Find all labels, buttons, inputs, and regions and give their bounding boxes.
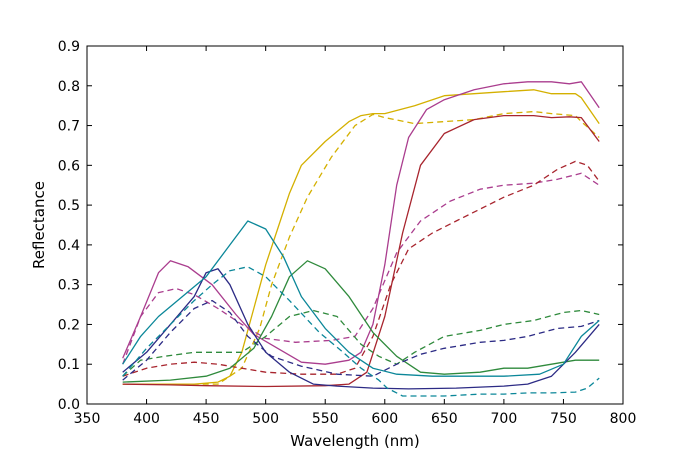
series-line-9 xyxy=(122,268,600,390)
x-tick-label: 750 xyxy=(550,411,577,427)
y-tick-label: 0.5 xyxy=(58,198,80,214)
x-tick-label: 800 xyxy=(610,411,637,427)
series-line-7 xyxy=(122,260,600,383)
x-tick-label: 500 xyxy=(252,411,279,427)
x-tick-label: 450 xyxy=(193,411,220,427)
series-line-11 xyxy=(122,220,600,377)
x-tick-label: 350 xyxy=(74,411,101,427)
series-line-12 xyxy=(122,266,600,397)
series-line-2 xyxy=(122,110,600,385)
x-tick-label: 400 xyxy=(133,411,160,427)
x-tick-label: 700 xyxy=(491,411,518,427)
y-axis: 0.0 0.1 0.2 0.3 0.4 0.5 0.6 0.7 0.8 0.9 xyxy=(58,39,623,413)
y-axis-label: Reflectance xyxy=(30,181,48,269)
y-tick-label: 0.8 xyxy=(58,79,80,95)
series-line-5 xyxy=(122,114,600,388)
y-tick-label: 0.0 xyxy=(58,397,80,413)
y-tick-label: 0.7 xyxy=(58,119,80,135)
y-tick-label: 0.4 xyxy=(58,238,80,254)
x-axis-label: Wavelength (nm) xyxy=(290,432,420,450)
series-line-10 xyxy=(122,299,600,381)
x-axis: 350 400 450 500 550 600 650 700 750 800 xyxy=(74,46,637,427)
y-tick-label: 0.9 xyxy=(58,39,80,55)
y-tick-label: 0.3 xyxy=(58,278,80,294)
series-line-3 xyxy=(122,81,600,365)
y-tick-label: 0.2 xyxy=(58,317,80,333)
series-line-4 xyxy=(122,172,600,365)
x-tick-label: 550 xyxy=(312,411,339,427)
series-line-8 xyxy=(122,309,600,377)
plot-frame xyxy=(86,45,624,405)
series-line-6 xyxy=(122,160,600,377)
series-line-1 xyxy=(122,89,600,385)
x-tick-label: 650 xyxy=(431,411,458,427)
x-tick-label: 600 xyxy=(371,411,398,427)
plot-lines xyxy=(122,81,600,397)
y-tick-label: 0.6 xyxy=(58,158,80,174)
y-tick-label: 0.1 xyxy=(58,357,80,373)
